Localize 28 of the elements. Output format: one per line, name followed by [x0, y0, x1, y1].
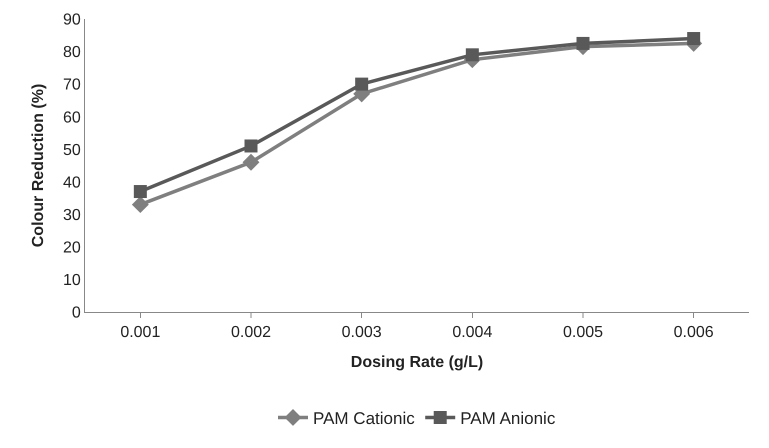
- x-tick-label: 0.002: [230, 324, 272, 342]
- point: [576, 36, 590, 50]
- point: [132, 196, 149, 214]
- y-axis-title: Colour Reduction (%): [30, 84, 47, 248]
- x-tick-label: 0.004: [452, 324, 492, 342]
- y-tick-label: 70: [63, 76, 81, 94]
- point: [355, 78, 368, 91]
- x-axis-title: Dosing Rate (g/L): [350, 354, 484, 371]
- x-tick-label: 0.005: [562, 324, 604, 342]
- legend-label: PAM Cationic: [313, 409, 416, 428]
- point: [242, 154, 260, 171]
- legend-label: PAM Anionic: [460, 409, 556, 428]
- point: [687, 32, 700, 46]
- y-tick-label: 90: [63, 12, 81, 29]
- point: [466, 48, 479, 62]
- x-tick-label: 0.006: [674, 324, 714, 342]
- point: [134, 185, 147, 198]
- y-tick-label: 20: [63, 239, 81, 256]
- y-tick-label: 10: [63, 272, 81, 290]
- y-tick-label: 60: [63, 109, 81, 126]
- y-tick-label: 0: [72, 304, 81, 322]
- x-tick-label: 0.001: [120, 324, 160, 342]
- y-tick-label: 50: [63, 142, 81, 159]
- point: [244, 139, 258, 152]
- x-tick-label: 0.003: [342, 324, 382, 342]
- y-tick-label: 30: [63, 206, 81, 224]
- y-tick-label: 40: [63, 174, 81, 192]
- y-tick-label: 80: [63, 44, 81, 62]
